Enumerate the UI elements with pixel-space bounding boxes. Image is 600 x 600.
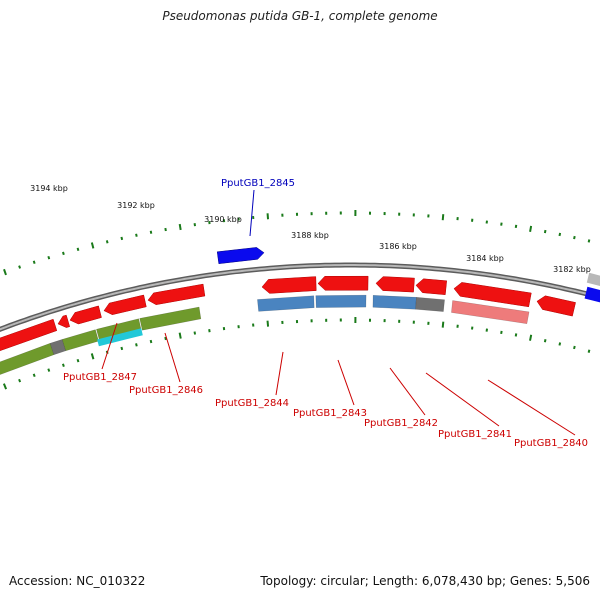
outer-scale-tick: [543, 229, 547, 234]
inner-scale-tick: [135, 343, 138, 347]
outer-scale-tick: [120, 236, 124, 241]
scale-label-3194-kbp: 3194 kbp: [30, 184, 68, 193]
cds-forward-edge[interactable]: [584, 286, 600, 304]
outer-scale-tick: [32, 260, 36, 264]
scale-label-3186-kbp: 3186 kbp: [379, 242, 417, 251]
genome-backbone-highlight: [0, 264, 600, 331]
leader-line-pputgb1-2841: [425, 372, 500, 427]
cds-reverse-right-4[interactable]: [453, 282, 532, 308]
inner-scale-tick: [543, 339, 547, 343]
leader-line-pputgb1-2845: [249, 189, 255, 237]
feature-track-4[interactable]: [139, 306, 202, 331]
inner-scale-tick: [441, 321, 445, 328]
outer-scale-tick: [164, 227, 167, 232]
gene-label-pputgb1-2844[interactable]: PputGB1_2844: [215, 398, 289, 409]
feature-track-2[interactable]: [61, 329, 99, 352]
inner-scale-tick: [76, 358, 80, 363]
cds-reverse-right-3[interactable]: [415, 278, 447, 295]
gene-label-pputgb1-2845[interactable]: PputGB1_2845: [221, 178, 295, 189]
outer-scale-tick: [105, 240, 109, 244]
gene-label-pputgb1-2842[interactable]: PputGB1_2842: [364, 418, 438, 429]
accession-text: Accession: NC_010322: [9, 574, 146, 588]
inner-scale-tick: [193, 331, 197, 335]
inner-scale-tick: [2, 383, 8, 390]
outer-scale-tick: [529, 225, 533, 232]
cds-reverse-right-2[interactable]: [375, 276, 415, 293]
cds-reverse-right-1[interactable]: [317, 275, 369, 291]
cds-forward-edge-gray[interactable]: [586, 272, 600, 287]
cds-pputgb1-2845[interactable]: [216, 247, 265, 264]
inner-scale-tick: [149, 339, 153, 344]
outer-scale-tick: [76, 247, 80, 252]
gene-label-pputgb1-2847[interactable]: PputGB1_2847: [63, 372, 137, 383]
outer-scale-tick: [558, 232, 562, 237]
gene-label-pputgb1-2840[interactable]: PputGB1_2840: [514, 438, 588, 449]
outer-scale-tick: [441, 214, 445, 221]
inner-scale-tick: [47, 368, 51, 372]
gene-label-pputgb1-2846[interactable]: PputGB1_2846: [129, 385, 203, 396]
outer-scale-tick: [18, 265, 22, 269]
inner-scale-tick: [32, 373, 36, 378]
cds-reverse-right-0[interactable]: [261, 276, 317, 294]
scale-label-3182-kbp: 3182 kbp: [553, 265, 591, 274]
leader-line-pputgb1-2843: [337, 359, 355, 406]
scale-label-3192-kbp: 3192 kbp: [117, 201, 155, 210]
feature-track-6[interactable]: [315, 294, 367, 308]
leader-line-pputgb1-2842: [389, 367, 426, 416]
outer-scale-tick: [178, 223, 182, 231]
scale-label-3184-kbp: 3184 kbp: [466, 254, 504, 263]
cds-reverse-top-3[interactable]: [103, 294, 147, 315]
leader-line-pputgb1-2844: [275, 351, 284, 396]
inner-scale-tick: [18, 378, 22, 383]
inner-scale-tick: [558, 342, 562, 346]
inner-scale-tick: [266, 320, 270, 327]
inner-scale-tick: [90, 353, 95, 360]
genome-title: Pseudomonas putida GB-1, complete genome: [162, 9, 438, 23]
inner-scale-tick: [61, 363, 65, 367]
cds-reverse-top-2[interactable]: [69, 305, 102, 325]
feature-track-7[interactable]: [372, 295, 417, 310]
inner-scale-tick: [529, 334, 533, 341]
feature-track-9[interactable]: [451, 300, 530, 324]
leader-line-pputgb1-2846: [164, 332, 181, 383]
outer-scale-tick: [573, 235, 576, 240]
feature-track-8[interactable]: [415, 297, 445, 312]
cds-reverse-right-5[interactable]: [536, 295, 576, 317]
gene-label-pputgb1-2841[interactable]: PputGB1_2841: [438, 429, 512, 440]
inner-scale-tick: [573, 345, 576, 350]
cds-reverse-top-0[interactable]: [0, 318, 58, 352]
inner-scale-tick: [514, 333, 518, 337]
outer-scale-tick: [47, 255, 51, 260]
inner-scale-tick: [178, 332, 182, 339]
feature-track-cyan[interactable]: [97, 328, 143, 347]
scale-label-3188-kbp: 3188 kbp: [291, 231, 329, 240]
gene-label-pputgb1-2843[interactable]: PputGB1_2843: [293, 408, 367, 419]
outer-scale-tick: [587, 239, 591, 243]
cds-reverse-top-1[interactable]: [57, 314, 71, 328]
leader-line-pputgb1-2847: [101, 322, 118, 370]
outer-scale-tick: [90, 242, 95, 249]
inner-scale-tick: [164, 336, 167, 341]
outer-scale-tick: [135, 233, 138, 237]
feature-track-5[interactable]: [257, 295, 315, 312]
scale-label-3190-kbp: 3190 kbp: [204, 215, 242, 224]
genome-summary-text: Topology: circular; Length: 6,078,430 bp…: [260, 574, 590, 588]
outer-scale-tick: [3, 268, 7, 276]
inner-scale-tick: [120, 346, 124, 351]
cds-reverse-top-4[interactable]: [147, 283, 206, 305]
feature-track-0[interactable]: [0, 342, 55, 377]
outer-scale-tick: [149, 230, 153, 234]
leader-line-pputgb1-2840: [487, 379, 576, 436]
outer-scale-tick: [62, 251, 65, 256]
inner-scale-tick: [587, 349, 591, 353]
